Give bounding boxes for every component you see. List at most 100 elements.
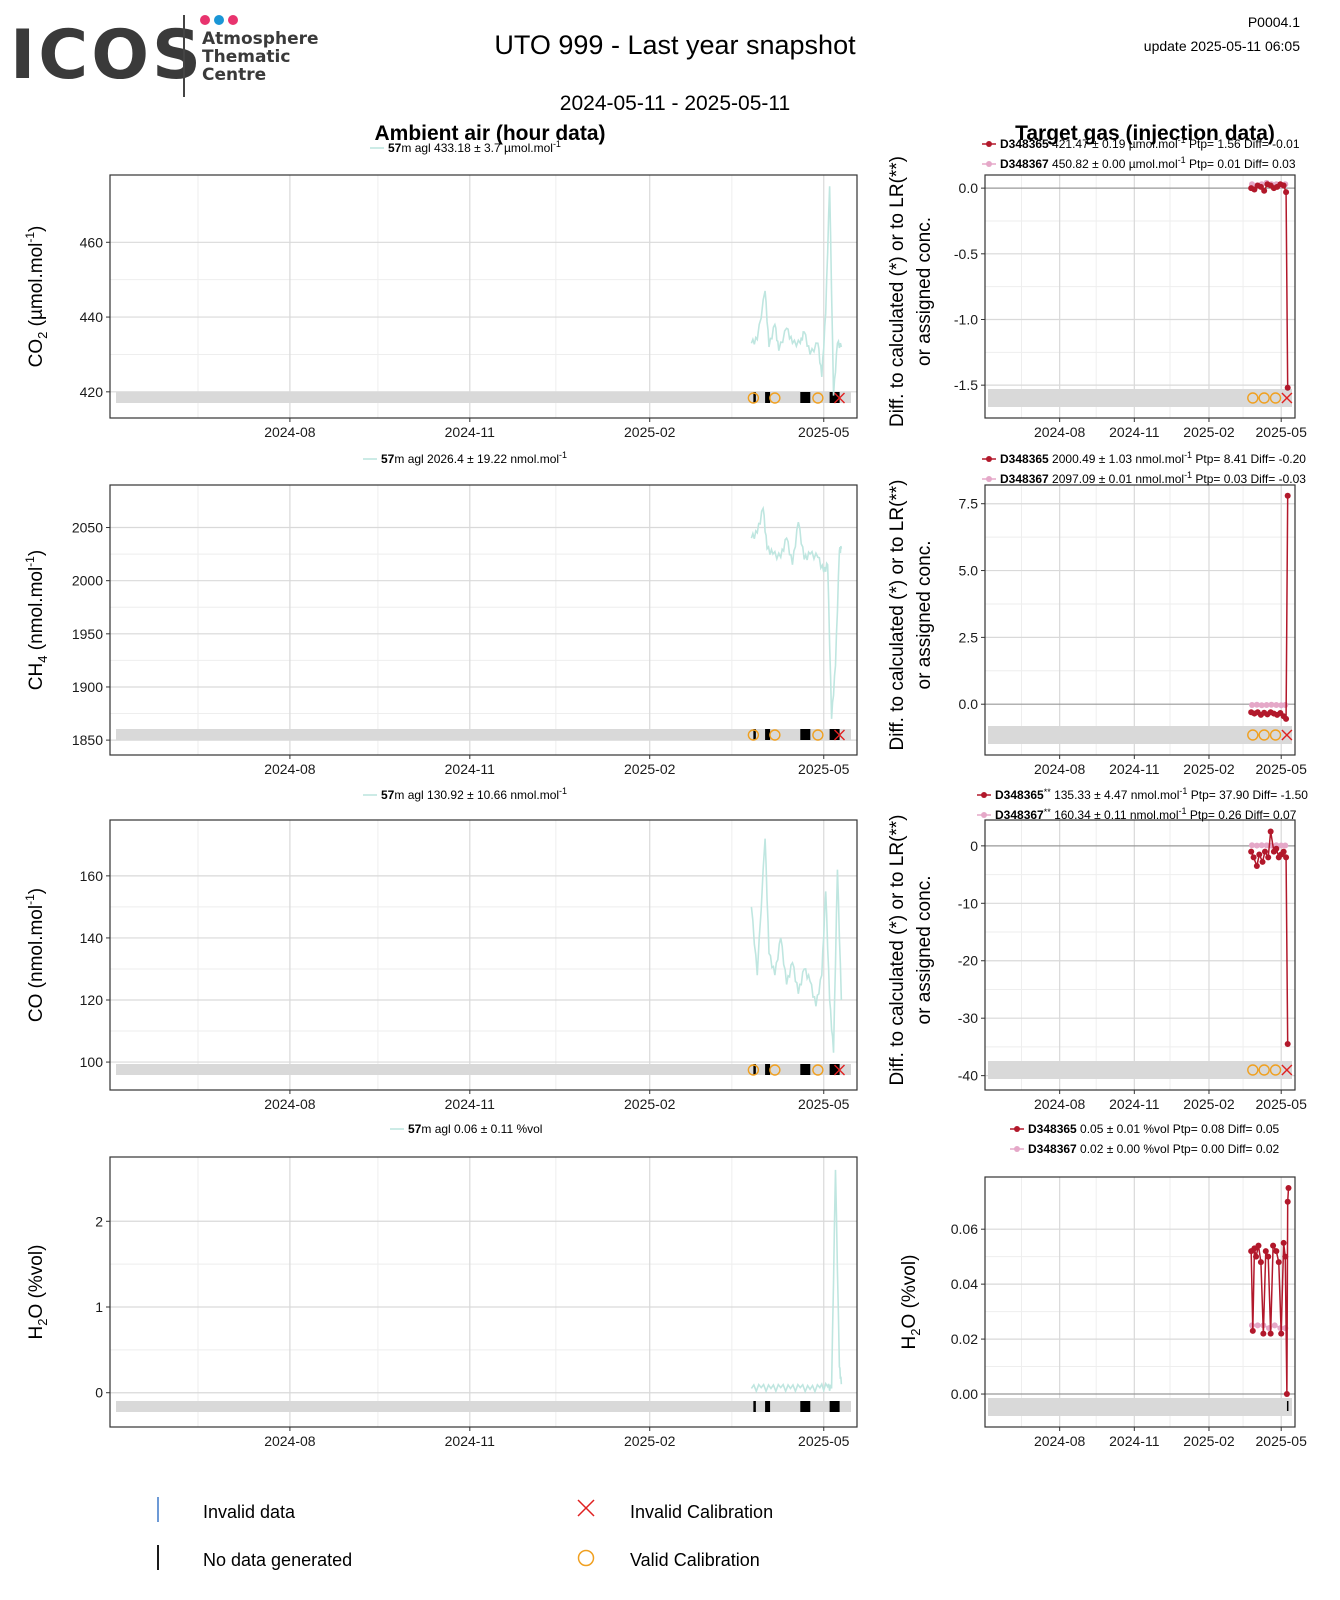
ambient-y-tick-label: 1850 [72, 732, 103, 748]
target2-legend-label: D348367 0.02 ± 0.00 %vol Ptp= 0.00 Diff=… [1028, 1142, 1280, 1156]
ambient-x-tick-label: 2025-02 [624, 1433, 676, 1449]
target1-point [1262, 1248, 1269, 1255]
ambient-y-tick-label: 440 [80, 309, 104, 325]
valid-calibration-marker [747, 1064, 760, 1076]
target-x-tick-label: 2025-05 [1256, 1433, 1308, 1449]
target-x-tick-label: 2024-08 [1034, 761, 1086, 777]
target-y-axis-label: H2O (%vol) [899, 1255, 923, 1350]
target-x-tick-label: 2024-08 [1034, 1096, 1086, 1112]
ambient-y-tick-label: 100 [80, 1054, 104, 1070]
no-data-mark [833, 1064, 839, 1075]
logo-subtitle-line-2: Thematic [202, 47, 291, 67]
logo-dot-1 [200, 15, 210, 25]
ambient-y-tick-label: 420 [80, 384, 104, 400]
target2-point [1253, 701, 1260, 708]
target-y-tick-label: 0.02 [951, 1331, 978, 1347]
ambient-x-tick-label: 2024-11 [445, 1096, 496, 1112]
target1-point [1280, 1239, 1287, 1246]
invalid-calibration-marker [833, 729, 845, 741]
valid-calibration-legend-label: Valid Calibration [630, 1550, 760, 1570]
target2-point [1268, 701, 1275, 708]
ambient-coverage-band [116, 392, 851, 403]
ambient-plot-background [110, 485, 857, 755]
target-valid-calibration-marker [1258, 392, 1270, 404]
logo-subtitle-line-3: Centre [202, 65, 267, 85]
target-y-tick-label: -20 [958, 953, 978, 969]
no-data-mark [753, 1064, 756, 1075]
valid-calibration-marker [812, 729, 824, 741]
no-data-mark [753, 392, 756, 403]
target-x-tick-label: 2025-02 [1183, 1433, 1235, 1449]
target1-point [1260, 1330, 1267, 1337]
target2-legend-label: D348367 2097.09 ± 0.01 nmol.mol-1 Ptp= 0… [1000, 470, 1306, 486]
target1-point [1251, 186, 1258, 193]
target2-point [1263, 842, 1270, 849]
target1-point [1273, 1248, 1280, 1255]
target-y-axis-label-line-1: Diff. to calculated (*) or to LR(**) [887, 814, 908, 1085]
valid-calibration-marker [769, 1064, 781, 1076]
target1-point [1257, 1259, 1264, 1266]
target-y-tick-label: 0.0 [959, 180, 979, 196]
ambient-y-tick-label: 2050 [72, 520, 103, 536]
target2-point [1248, 702, 1255, 709]
ambient-x-tick-label: 2024-11 [445, 761, 496, 777]
target-x-tick-label: 2024-11 [1109, 424, 1160, 440]
valid-calibration-marker [747, 392, 760, 404]
target1-legend-label: D348365** 135.33 ± 4.47 nmol.mol-1 Ptp= … [995, 786, 1308, 802]
ambient-plot-frame [109, 819, 858, 1091]
ambient-y-axis-label: CO2 (µmol.mol-1) [23, 226, 50, 368]
invalid-calibration-legend-label: Invalid Calibration [630, 1502, 773, 1522]
invalid-calibration-marker [833, 1064, 845, 1076]
ambient-plot-background [110, 820, 857, 1090]
target2-legend-label: D348367 450.82 ± 0.00 µmol.mol-1 Ptp= 0.… [1000, 155, 1296, 171]
target-invalid-calibration-marker [1281, 1064, 1293, 1076]
target-coverage-band [988, 726, 1292, 744]
invalid-data-legend-label: Invalid data [203, 1502, 296, 1522]
target-y-tick-label: -0.5 [954, 246, 978, 262]
target-y-tick-label: 2.5 [959, 629, 979, 645]
product-code: P0004.1 [1247, 14, 1300, 30]
target-plot-background [985, 1177, 1295, 1427]
target-legend-dot [1014, 1146, 1020, 1152]
ambient-coverage-band [116, 729, 851, 740]
target2-point [1282, 702, 1289, 709]
target-plot-frame [984, 1176, 1296, 1428]
target1-point [1285, 1184, 1292, 1191]
target-valid-calibration-marker [1269, 392, 1282, 404]
ambient-x-tick-label: 2024-08 [264, 761, 316, 777]
target-plot-frame [984, 484, 1296, 756]
update-timestamp: update 2025-05-11 06:05 [1143, 38, 1300, 54]
target1-point [1257, 183, 1264, 190]
target1-legend-label: D348365 2000.49 ± 1.03 nmol.mol-1 Ptp= 8… [1000, 450, 1306, 466]
ambient-x-tick-label: 2024-08 [264, 424, 316, 440]
target1-point [1283, 1391, 1290, 1398]
target2-point [1258, 702, 1265, 709]
target-x-tick-label: 2025-05 [1256, 424, 1308, 440]
valid-calibration-marker [812, 1064, 824, 1076]
ambient-series-line [750, 186, 843, 396]
invalid-calibration-legend-symbol [577, 1499, 595, 1517]
no-data-mark [833, 1401, 839, 1412]
logo-subtitle-line-1: Atmosphere [202, 29, 319, 49]
target-y-axis-label-line-2: or assigned conc. [914, 876, 935, 1025]
target1-point [1261, 187, 1268, 194]
panel-h2o: 2024-08 2024-11 2025-02 2025-05 0 1 2 H2O (%vol… [26, 1122, 1307, 1449]
target-y-tick-label: -1.0 [954, 311, 978, 327]
target-x-tick-label: 2025-02 [1183, 1096, 1235, 1112]
target2-point [1263, 702, 1270, 709]
target-valid-calibration-marker [1269, 1064, 1282, 1076]
target-x-tick-label: 2024-11 [1109, 1433, 1160, 1449]
ambient-x-tick-label: 2024-08 [264, 1096, 316, 1112]
ambient-plot-frame [109, 174, 858, 419]
target1-point [1265, 1253, 1272, 1260]
target-x-tick-label: 2025-05 [1256, 1096, 1308, 1112]
target1-point [1256, 851, 1263, 858]
target-y-tick-label: 0.0 [959, 696, 979, 712]
no-data-mark [765, 1064, 771, 1075]
ambient-x-tick-label: 2025-02 [624, 761, 676, 777]
target2-point [1254, 1322, 1261, 1329]
page-title: UTO 999 - Last year snapshot [494, 30, 856, 60]
target2-point [1282, 842, 1289, 849]
target-legend-dot [1014, 1126, 1020, 1132]
